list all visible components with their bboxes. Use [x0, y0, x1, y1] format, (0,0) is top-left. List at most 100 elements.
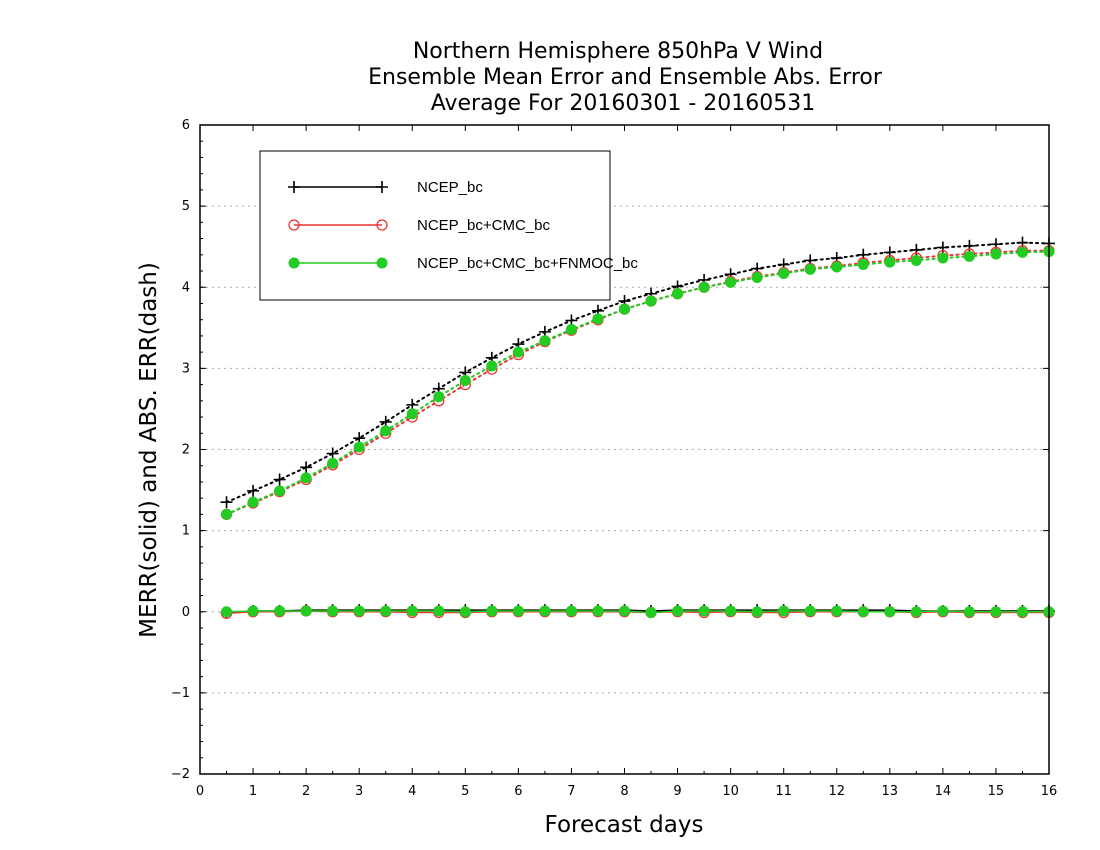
- data-point: [884, 606, 896, 618]
- data-point: [353, 605, 365, 617]
- x-tick-label: 6: [514, 784, 522, 799]
- data-point: [565, 605, 577, 617]
- x-tick-label: 8: [620, 784, 628, 799]
- data-point: [380, 605, 392, 617]
- data-point: [326, 447, 339, 460]
- y-tick-label: 6: [182, 118, 190, 133]
- data-point: [804, 263, 816, 275]
- data-point: [380, 425, 392, 437]
- data-point: [937, 605, 949, 617]
- data-point: [857, 248, 870, 261]
- x-tick-label: 9: [673, 784, 681, 799]
- legend-label: NCEP_bc+CMC_bc: [417, 217, 550, 234]
- data-point: [936, 241, 949, 254]
- data-point: [831, 261, 843, 273]
- data-point: [1016, 246, 1028, 258]
- data-point: [751, 606, 763, 618]
- x-tick-label: 1: [249, 784, 257, 799]
- data-point: [990, 606, 1002, 618]
- abs-err-line: [225, 250, 1050, 516]
- data-point: [751, 272, 763, 284]
- data-point: [459, 606, 471, 618]
- title-line-1: Northern Hemisphere 850hPa V Wind: [413, 39, 823, 64]
- data-point: [857, 259, 869, 271]
- data-point: [910, 243, 923, 256]
- data-point: [376, 181, 388, 193]
- data-point: [831, 605, 843, 617]
- data-point: [592, 605, 604, 617]
- data-point: [288, 181, 300, 193]
- y-tick-label: 2: [182, 443, 190, 458]
- data-point: [592, 313, 604, 325]
- data-point: [645, 295, 657, 307]
- x-tick-label: 2: [302, 784, 310, 799]
- y-tick-label: 1: [182, 524, 190, 539]
- data-point: [937, 252, 949, 264]
- data-point: [883, 246, 896, 259]
- data-point: [247, 496, 259, 508]
- data-point: [989, 238, 1002, 251]
- data-point: [778, 267, 790, 279]
- title-line-3: Average For 20160301 - 20160531: [431, 91, 816, 116]
- y-axis-title: MERR(solid) and ABS. ERR(dash): [136, 262, 162, 638]
- x-tick-label: 11: [775, 784, 792, 799]
- x-tick-label: 13: [882, 784, 899, 799]
- x-axis-title: Forecast days: [545, 812, 704, 838]
- data-point: [486, 360, 498, 372]
- x-tick-label: 10: [722, 784, 739, 799]
- data-point: [353, 441, 365, 453]
- data-point: [433, 391, 445, 403]
- data-point: [698, 605, 710, 617]
- data-point: [376, 219, 388, 231]
- data-point: [963, 239, 976, 252]
- title-line-2: Ensemble Mean Error and Ensemble Abs. Er…: [368, 65, 883, 90]
- data-point: [725, 276, 737, 288]
- y-tick-label: 0: [182, 605, 190, 620]
- x-tick-label: 4: [408, 784, 416, 799]
- data-point: [539, 335, 551, 347]
- data-point: [645, 607, 657, 619]
- data-point: [433, 605, 445, 617]
- data-point: [274, 485, 286, 497]
- data-point: [884, 256, 896, 268]
- legend-item: NCEP_bc+CMC_bc: [288, 217, 550, 234]
- data-point: [910, 606, 922, 618]
- x-tick-label: 14: [935, 784, 952, 799]
- data-point: [619, 605, 630, 617]
- data-point: [288, 257, 300, 269]
- data-point: [512, 605, 524, 617]
- data-point: [247, 484, 260, 497]
- data-point: [778, 605, 790, 617]
- data-point: [725, 605, 737, 617]
- data-point: [273, 473, 286, 486]
- data-point: [698, 281, 710, 293]
- data-point: [459, 375, 471, 387]
- data-point: [221, 508, 233, 520]
- data-point: [910, 254, 922, 266]
- series-2: [221, 246, 1055, 619]
- x-tick-label: 0: [196, 784, 204, 799]
- data-point: [672, 605, 684, 617]
- data-point: [327, 457, 339, 469]
- data-point: [857, 606, 869, 618]
- legend-item: NCEP_bc+CMC_bc+FNMOC_bc: [288, 255, 638, 272]
- data-point: [300, 472, 312, 484]
- chart-title: Northern Hemisphere 850hPa V Wind Ensemb…: [368, 39, 883, 116]
- data-point: [247, 605, 259, 617]
- data-point: [406, 408, 418, 420]
- data-point: [300, 605, 312, 617]
- data-point: [672, 288, 684, 300]
- data-point: [221, 606, 233, 618]
- data-point: [512, 346, 524, 358]
- x-tick-label: 5: [461, 784, 469, 799]
- data-point: [288, 219, 300, 231]
- x-tick-label: 15: [988, 784, 1005, 799]
- y-tick-label: 5: [182, 199, 190, 214]
- y-tick-label: −1: [171, 686, 190, 701]
- data-point: [220, 496, 233, 509]
- x-tick-label: 7: [567, 784, 575, 799]
- y-tick-label: 4: [182, 280, 190, 295]
- data-point: [376, 257, 388, 269]
- data-point: [990, 248, 1002, 260]
